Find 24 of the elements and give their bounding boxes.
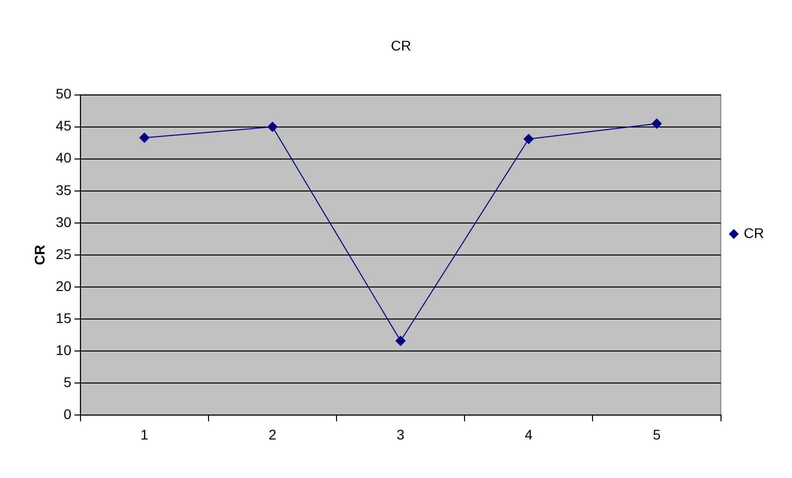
y-tick-label: 10 — [56, 342, 72, 358]
point — [396, 336, 406, 346]
x-tick-label: 3 — [396, 426, 405, 442]
point — [524, 134, 534, 144]
y-tick-label: 35 — [56, 182, 72, 198]
x-tick-label: 1 — [140, 426, 149, 442]
legend-label: CR — [744, 224, 764, 241]
point — [652, 118, 662, 129]
y-axis-title: CR — [31, 244, 48, 266]
y-tick-label: 40 — [56, 150, 72, 166]
y-tick-label: 20 — [56, 278, 72, 294]
x-tick-label: 2 — [268, 426, 277, 442]
y-tick-label: 5 — [64, 374, 72, 390]
y-tick-label: 0 — [64, 406, 72, 422]
y-tick-label: 30 — [56, 214, 72, 230]
y-tick-label: 15 — [56, 310, 72, 326]
y-tick-label: 50 — [56, 86, 72, 102]
y-tick-label: 45 — [56, 118, 72, 134]
chart-title: CR — [390, 37, 412, 54]
point — [267, 122, 278, 132]
y-tick-label: 25 — [56, 246, 72, 262]
point — [139, 132, 150, 143]
x-tick-label: 4 — [524, 426, 533, 442]
x-tick-label: 5 — [652, 426, 661, 442]
